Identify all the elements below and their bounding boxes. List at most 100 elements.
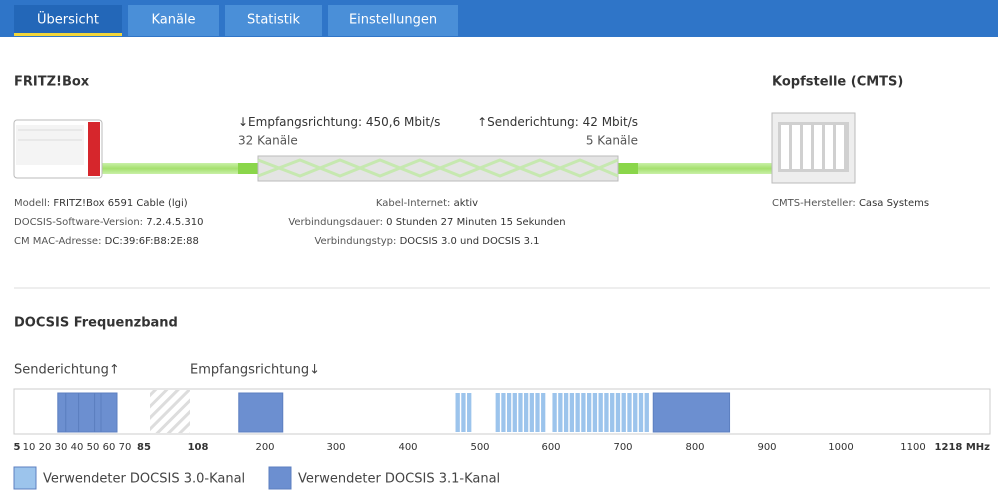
- tick-label: 20: [39, 442, 52, 453]
- tab-label[interactable]: Einstellungen: [349, 13, 437, 28]
- info-line: CM MAC-Adresse: DC:39:6F:B8:2E:88: [14, 236, 199, 247]
- legend-swatch: [13, 466, 37, 490]
- info-value: 0 Stunden 27 Minuten 15 Sekunden: [386, 217, 565, 228]
- info-line: DOCSIS-Software-Version: 7.2.4.5.310: [14, 217, 204, 228]
- tick-label: 500: [470, 442, 489, 453]
- docsis31-channel: [78, 392, 96, 433]
- cable-end: [238, 163, 268, 174]
- info-label: Verbindungsdauer:: [288, 217, 383, 228]
- docsis30-channel: [461, 393, 466, 432]
- tick-label: 70: [119, 442, 132, 453]
- docsis30-channel: [610, 393, 615, 432]
- tick-label: 85: [137, 442, 151, 453]
- info-line: Verbindungsdauer: 0 Stunden 27 Minuten 1…: [288, 217, 565, 228]
- docsis30-channel: [552, 393, 557, 432]
- docsis30-channel: [644, 393, 649, 432]
- info-value: Casa Systems: [859, 198, 929, 209]
- docsis30-channel: [633, 393, 638, 432]
- band-title: DOCSIS Frequenzband: [14, 316, 178, 331]
- info-value: DOCSIS 3.0 und DOCSIS 3.1: [400, 236, 540, 247]
- tab-label[interactable]: Übersicht: [37, 11, 99, 28]
- docsis30-channel: [638, 393, 644, 432]
- tick-label: 5: [14, 442, 21, 453]
- cable: [257, 155, 619, 182]
- tick-label: 400: [398, 442, 417, 453]
- docsis30-channel: [569, 393, 575, 432]
- downstream-label: Empfangsrichtung↓: [190, 363, 320, 378]
- tick-label: 108: [188, 442, 209, 453]
- docsis30-channel: [495, 393, 500, 432]
- label: ↓Empfangsrichtung:: [238, 115, 362, 129]
- info-value: 7.2.4.5.310: [146, 217, 203, 228]
- info-label: CMTS-Hersteller:: [772, 198, 856, 209]
- docsis30-channel: [467, 393, 472, 432]
- tick-label: 40: [71, 442, 84, 453]
- info-line: Modell: FRITZ!Box 6591 Cable (lgi): [14, 198, 188, 209]
- tick-label: 800: [685, 442, 704, 453]
- tick-label: 900: [757, 442, 776, 453]
- tick-label: 10: [23, 442, 36, 453]
- docsis31-channel: [652, 392, 731, 433]
- info-line: Verbindungstyp: DOCSIS 3.0 und DOCSIS 3.…: [314, 236, 539, 247]
- router-icon: [13, 119, 103, 179]
- upstream-label: Senderichtung↑: [14, 363, 120, 378]
- tick-label: 60: [103, 442, 116, 453]
- tick-label: 600: [541, 442, 560, 453]
- docsis30-channel: [575, 393, 580, 432]
- docsis30-channel: [615, 393, 621, 432]
- legend-label: Verwendeter DOCSIS 3.0-Kanal: [43, 472, 245, 487]
- cmts-icon: [771, 112, 856, 184]
- device-title: FRITZ!Box: [14, 75, 90, 90]
- legend-label: Verwendeter DOCSIS 3.1-Kanal: [298, 472, 500, 487]
- tick-label: 1000: [828, 442, 853, 453]
- info-value: DC:39:6F:B8:2E:88: [105, 236, 199, 247]
- upstream-rate: ↑Senderichtung: 42 Mbit/s: [477, 115, 638, 129]
- info-label: Verbindungstyp:: [314, 236, 396, 247]
- info-label: Modell:: [14, 198, 50, 209]
- legend-swatch: [268, 466, 292, 490]
- tab-label[interactable]: Kanäle: [151, 13, 195, 28]
- info-line: CMTS-Hersteller: Casa Systems: [772, 198, 929, 209]
- downstream-rate: ↓Empfangsrichtung: 450,6 Mbit/s: [238, 115, 440, 129]
- tab-underline: [14, 33, 122, 36]
- docsis30-channel: [501, 393, 506, 432]
- docsis30-channel: [558, 393, 563, 432]
- tick-label: 30: [55, 442, 68, 453]
- tab[interactable]: [128, 5, 219, 36]
- info-value: FRITZ!Box 6591 Cable (lgi): [53, 198, 187, 209]
- tick-label: 1100: [900, 442, 925, 453]
- tick-label: 700: [613, 442, 632, 453]
- info-label: CM MAC-Adresse:: [14, 236, 101, 247]
- tick-label: 50: [87, 442, 100, 453]
- docsis30-channel: [524, 393, 529, 432]
- info-label: Kabel-Internet:: [376, 198, 450, 209]
- band-gap: [150, 390, 190, 433]
- value: 450,6 Mbit/s: [366, 115, 440, 129]
- docsis31-channel: [65, 392, 80, 433]
- label: ↑Senderichtung:: [477, 115, 579, 129]
- info-value: aktiv: [454, 198, 479, 209]
- docsis30-channel: [604, 393, 609, 432]
- docsis31-channel: [238, 392, 284, 433]
- cmts-title: Kopfstelle (CMTS): [772, 75, 903, 90]
- downstream-channels: 32 Kanäle: [238, 134, 298, 148]
- docsis30-channel: [518, 393, 523, 432]
- docsis30-channel: [535, 393, 540, 432]
- docsis30-channel: [563, 393, 569, 432]
- tick-label: 200: [255, 442, 274, 453]
- tab[interactable]: [225, 5, 322, 36]
- tab[interactable]: [14, 5, 122, 36]
- cable-end: [608, 163, 638, 174]
- info-label: DOCSIS-Software-Version:: [14, 217, 143, 228]
- tab-label[interactable]: Statistik: [247, 13, 301, 28]
- docsis30-channel: [506, 393, 512, 432]
- docsis30-channel: [592, 393, 598, 432]
- docsis30-channel: [529, 393, 534, 432]
- docsis30-channel: [621, 393, 626, 432]
- docsis30-channel: [581, 393, 586, 432]
- docsis30-channel: [512, 393, 517, 432]
- docsis31-channel: [94, 392, 102, 433]
- tab[interactable]: [328, 5, 458, 36]
- docsis30-channel: [627, 393, 632, 432]
- info-line: Kabel-Internet: aktiv: [376, 198, 478, 209]
